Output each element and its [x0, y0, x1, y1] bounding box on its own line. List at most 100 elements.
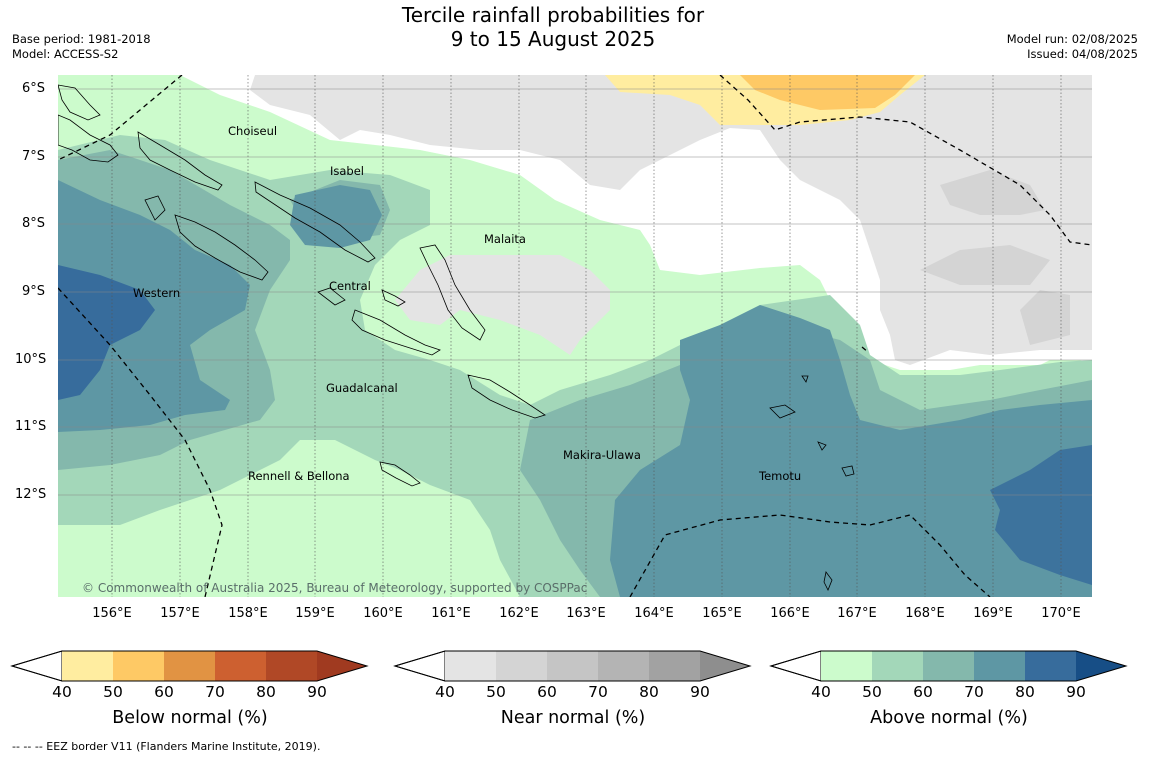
region-above-70-c [610, 305, 1092, 597]
region-below-50 [740, 75, 915, 110]
label-malaita: Malaita [484, 232, 526, 246]
label-central: Central [329, 279, 371, 293]
island-rennell [379, 461, 421, 487]
lon-label-167e: 167°E [837, 606, 877, 621]
cb-near-tick-70: 70 [588, 683, 608, 701]
colorbar-above-seg-1 [872, 651, 923, 681]
map-title: Tercile rainfall probabilities for 9 to … [353, 3, 753, 51]
label-western: Western [133, 286, 180, 300]
colorbar-below-seg-3 [215, 651, 266, 681]
model-name: Model: ACCESS-S2 [12, 47, 119, 61]
island-isabel [254, 181, 376, 263]
label-temotu: Temotu [758, 469, 801, 483]
colorbar-near-seg-4 [649, 651, 700, 681]
colorbar-near-extend-high [700, 651, 750, 681]
cb-below-tick-40: 40 [52, 683, 72, 701]
colorbar-above-seg-3 [974, 651, 1025, 681]
colorbar-above-extend-high [1076, 651, 1126, 681]
region-near-50-b [920, 245, 1050, 285]
copyright-text: © Commonwealth of Australia 2025, Bureau… [82, 581, 587, 595]
forecast-map: Choiseul Isabel Malaita Western Central … [58, 75, 1092, 597]
colorbar-below-extend-high [317, 651, 367, 681]
island-florida [317, 287, 346, 306]
colorbar-above-seg-0 [821, 651, 872, 681]
lat-label-11s: 11°S [15, 419, 47, 434]
lon-label-169e: 169°E [973, 606, 1013, 621]
island-utupua [841, 465, 855, 477]
title-line-1: Tercile rainfall probabilities for [401, 3, 705, 27]
colorbar-near-seg-0 [445, 651, 496, 681]
cb-below-tick-60: 60 [154, 683, 174, 701]
eez-footnote: -- -- -- EEZ border V11 (Flanders Marine… [12, 740, 321, 753]
cb-above-tick-50: 50 [862, 683, 882, 701]
cb-above-tick-40: 40 [811, 683, 831, 701]
cb-below-tick-70: 70 [205, 683, 225, 701]
lon-label-159e: 159°E [295, 606, 335, 621]
lat-label-8s: 8°S [22, 216, 46, 231]
lon-label-160e: 160°E [363, 606, 403, 621]
lon-label-158e: 158°E [228, 606, 268, 621]
region-above-70 [58, 180, 250, 432]
colorbar-near-seg-1 [496, 651, 547, 681]
lat-label-6s: 6°S [22, 81, 46, 96]
island-anuta [823, 571, 833, 591]
island-bougainville [58, 114, 119, 163]
label-choiseul: Choiseul [228, 124, 277, 138]
lon-label-170e: 170°E [1041, 606, 1081, 621]
island-russell [381, 289, 406, 307]
colorbar-below-seg-2 [164, 651, 215, 681]
colorbar-near-extend-low [393, 650, 446, 682]
label-rennell-bellona: Rennell & Bellona [248, 469, 350, 483]
island-reef [801, 375, 809, 383]
label-makira-ulawa: Makira-Ulawa [563, 448, 641, 462]
cb-near-tick-50: 50 [486, 683, 506, 701]
eez-borders [58, 75, 1092, 597]
island-choiseul [137, 131, 223, 191]
label-guadalcanal: Guadalcanal [326, 381, 398, 395]
region-near-50-c [1020, 290, 1070, 345]
lon-label-165e: 165°E [702, 606, 742, 621]
cb-below-tick-90: 90 [307, 683, 327, 701]
model-run: Model run: 02/08/2025 [1006, 32, 1138, 46]
island-guadalcanal [351, 309, 441, 356]
region-near-40 [250, 75, 1092, 365]
lat-label-7s: 7°S [22, 149, 46, 164]
colorbar-near-title: Near normal (%) [500, 708, 646, 728]
colorbar-above-extend-low [769, 650, 822, 682]
graticule-lon [111, 75, 1062, 597]
graticule-lat [58, 88, 1092, 496]
region-near-50-a [940, 170, 1045, 215]
colorbar-above-title: Above normal (%) [870, 708, 1028, 728]
place-labels: Choiseul Isabel Malaita Western Central … [133, 124, 801, 483]
colorbar-above-normal [769, 650, 1128, 682]
colorbar-below-normal [10, 650, 369, 682]
colorbar-below-seg-1 [113, 651, 164, 681]
coastlines [58, 84, 855, 591]
colorbar-below-seg-0 [62, 651, 113, 681]
lon-label-168e: 168°E [905, 606, 945, 621]
lat-label-10s: 10°S [15, 352, 47, 367]
lat-label-12s: 12°S [15, 487, 47, 502]
meta-left: Base period: 1981-2018 Model: ACCESS-S2 [12, 32, 151, 62]
colorbar-below-extend-low [10, 650, 63, 682]
island-santa-cruz [769, 404, 796, 419]
colorbar-above-seg-4 [1025, 651, 1076, 681]
meta-right: Model run: 02/08/2025 Issued: 04/08/2025 [1007, 32, 1138, 62]
region-above-70-b [290, 185, 382, 248]
island-malaita [419, 244, 486, 341]
cb-near-tick-80: 80 [639, 683, 659, 701]
lon-label-166e: 166°E [770, 606, 810, 621]
cb-near-tick-40: 40 [435, 683, 455, 701]
lon-label-157e: 157°E [160, 606, 200, 621]
base-period: Base period: 1981-2018 [12, 32, 151, 46]
cb-above-tick-80: 80 [1015, 683, 1035, 701]
island-makira [467, 374, 546, 419]
colorbar-below-title: Below normal (%) [112, 708, 268, 728]
lon-label-163e: 163°E [566, 606, 606, 621]
cb-above-tick-90: 90 [1066, 683, 1086, 701]
cb-above-tick-70: 70 [964, 683, 984, 701]
cb-near-tick-90: 90 [690, 683, 710, 701]
colorbar-above-seg-2 [923, 651, 974, 681]
label-isabel: Isabel [330, 164, 364, 178]
island-vella [144, 195, 166, 221]
